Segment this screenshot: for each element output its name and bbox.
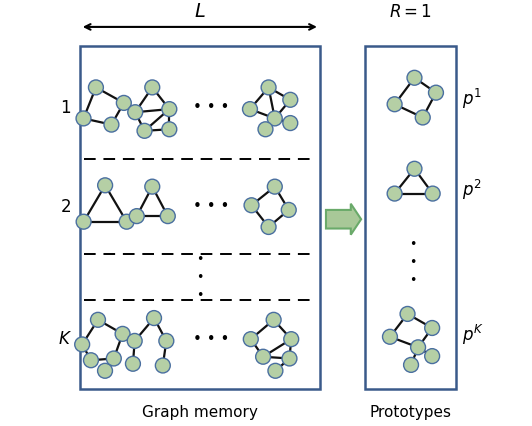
Circle shape bbox=[387, 186, 402, 201]
Circle shape bbox=[97, 363, 112, 378]
Circle shape bbox=[126, 356, 140, 371]
Circle shape bbox=[128, 105, 143, 120]
Circle shape bbox=[244, 198, 259, 213]
Text: $1$: $1$ bbox=[60, 98, 71, 117]
Circle shape bbox=[119, 214, 134, 229]
Circle shape bbox=[162, 102, 177, 117]
Circle shape bbox=[283, 92, 298, 107]
Text: •
•
•: • • • bbox=[409, 238, 417, 287]
Circle shape bbox=[90, 312, 105, 327]
Circle shape bbox=[429, 85, 443, 100]
FancyBboxPatch shape bbox=[365, 46, 456, 389]
Circle shape bbox=[76, 214, 91, 229]
Text: $L$: $L$ bbox=[194, 2, 206, 21]
Circle shape bbox=[129, 209, 144, 224]
Text: $p^K$: $p^K$ bbox=[462, 323, 484, 347]
Circle shape bbox=[400, 306, 415, 321]
Circle shape bbox=[88, 80, 103, 95]
Circle shape bbox=[243, 102, 257, 117]
Circle shape bbox=[74, 337, 89, 352]
Circle shape bbox=[115, 326, 130, 341]
Text: $p^1$: $p^1$ bbox=[462, 87, 482, 111]
Circle shape bbox=[383, 329, 397, 344]
Circle shape bbox=[155, 358, 170, 373]
Text: $2$: $2$ bbox=[60, 198, 71, 216]
Circle shape bbox=[145, 179, 160, 194]
Circle shape bbox=[404, 357, 419, 372]
Circle shape bbox=[261, 80, 276, 95]
Circle shape bbox=[256, 349, 271, 364]
Circle shape bbox=[281, 202, 296, 217]
Circle shape bbox=[282, 351, 297, 366]
Circle shape bbox=[117, 95, 131, 110]
FancyBboxPatch shape bbox=[80, 46, 320, 389]
Text: Graph memory: Graph memory bbox=[142, 405, 258, 420]
Circle shape bbox=[76, 111, 91, 126]
Circle shape bbox=[407, 161, 422, 176]
Circle shape bbox=[268, 363, 283, 378]
Text: • • •: • • • bbox=[193, 100, 229, 115]
Circle shape bbox=[243, 332, 258, 347]
Circle shape bbox=[411, 340, 426, 355]
Circle shape bbox=[387, 97, 402, 112]
Text: • • •: • • • bbox=[193, 199, 229, 214]
Text: • • •: • • • bbox=[193, 332, 229, 347]
Circle shape bbox=[266, 312, 281, 327]
Circle shape bbox=[147, 311, 162, 325]
Circle shape bbox=[159, 334, 174, 348]
Circle shape bbox=[106, 351, 121, 366]
Text: Prototypes: Prototypes bbox=[370, 405, 452, 420]
Circle shape bbox=[84, 353, 98, 368]
Circle shape bbox=[415, 110, 430, 125]
Circle shape bbox=[104, 117, 119, 132]
Circle shape bbox=[137, 124, 152, 138]
Circle shape bbox=[425, 186, 440, 201]
Circle shape bbox=[268, 179, 282, 194]
Circle shape bbox=[425, 348, 439, 363]
Circle shape bbox=[425, 320, 439, 335]
Circle shape bbox=[98, 178, 113, 193]
Circle shape bbox=[258, 122, 273, 137]
FancyArrow shape bbox=[326, 204, 361, 235]
Text: $K$: $K$ bbox=[59, 330, 72, 348]
Text: $R = 1$: $R = 1$ bbox=[389, 3, 433, 21]
Circle shape bbox=[407, 70, 422, 85]
Circle shape bbox=[162, 122, 177, 137]
Circle shape bbox=[145, 80, 160, 95]
Text: $p^2$: $p^2$ bbox=[462, 178, 482, 202]
Circle shape bbox=[160, 209, 175, 224]
Circle shape bbox=[261, 219, 276, 234]
Text: •
•
•: • • • bbox=[196, 253, 204, 302]
Circle shape bbox=[127, 334, 142, 348]
Circle shape bbox=[283, 115, 298, 130]
Circle shape bbox=[268, 111, 282, 126]
Circle shape bbox=[284, 332, 298, 347]
